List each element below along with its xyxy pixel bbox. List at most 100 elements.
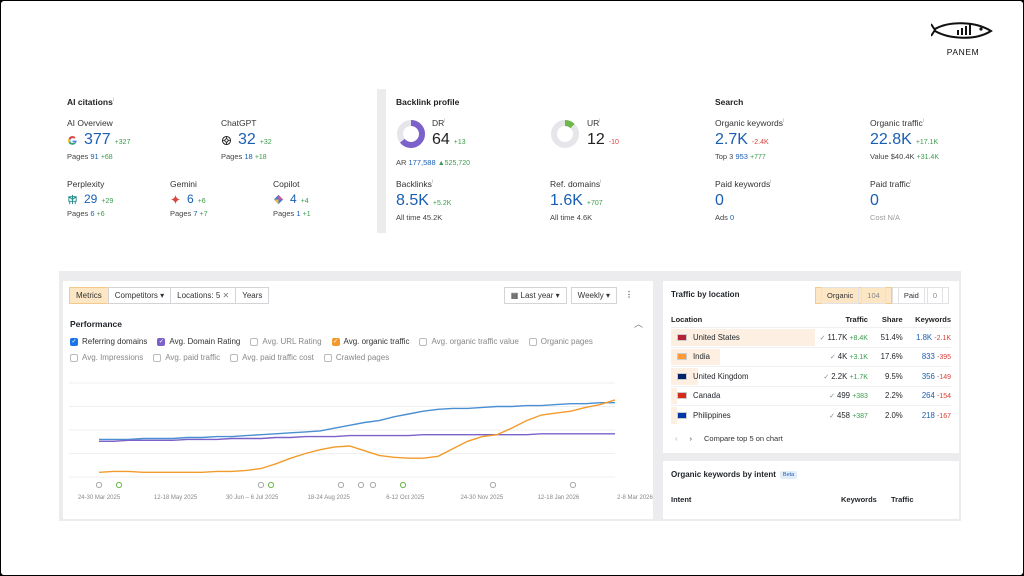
table-row[interactable]: United States ✓ 11.7K +8.4K 51.4% 1.8K -2.1K bbox=[671, 327, 951, 347]
copilot-pages[interactable]: 1 bbox=[296, 209, 301, 218]
metric-checkbox[interactable]: Avg. paid traffic bbox=[153, 353, 220, 362]
chevron-icon[interactable]: ✓ bbox=[829, 354, 836, 362]
more-icon[interactable]: ⋮ bbox=[625, 290, 633, 299]
organic-keywords-stat[interactable]: Organic keywordsi 2.7K -2.4K Top 3 953 +… bbox=[715, 118, 784, 161]
table-row[interactable]: Philippines ✓ 458 +387 2.0% 218 -167 bbox=[671, 405, 951, 425]
metric-checkbox[interactable]: ✓ Avg. organic traffic bbox=[331, 337, 409, 346]
tab-years[interactable]: Years bbox=[235, 287, 270, 304]
ar-row: AR 177,588 ▲525,720 bbox=[396, 158, 470, 167]
checkbox-row: Avg. Impressions Avg. paid traffic Avg. pa… bbox=[70, 353, 630, 362]
ai-citations-panel: AI citationsi AI Overview 377 +327 Pages… bbox=[59, 89, 375, 233]
metric-checkbox[interactable]: ✓ Avg. Domain Rating bbox=[157, 337, 240, 346]
close-icon[interactable]: ✕ bbox=[222, 291, 230, 300]
metric-checkbox[interactable]: Avg. paid traffic cost bbox=[230, 353, 314, 362]
col-keywords[interactable]: Keywords bbox=[915, 314, 952, 324]
checkbox-checked-icon: ✓ bbox=[70, 337, 78, 346]
gemini-stat[interactable]: Gemini 6 +6 Pages 7 +7 bbox=[170, 179, 208, 218]
series-line[interactable] bbox=[99, 402, 615, 441]
table-row[interactable]: United Kingdom ✓ 2.2K +1.7K 9.5% 356 -149 bbox=[671, 366, 951, 386]
ur-stat[interactable]: URi 12 -10 bbox=[587, 118, 619, 149]
gemini-pages[interactable]: 7 bbox=[193, 209, 198, 218]
chevron-up-icon[interactable]: ︿ bbox=[633, 319, 643, 329]
metric-checkbox[interactable]: Avg. Impressions bbox=[70, 353, 143, 362]
metric-checkbox[interactable]: Crawled pages bbox=[323, 353, 389, 362]
chevron-icon[interactable]: ✓ bbox=[819, 334, 826, 342]
perplexity-icon bbox=[68, 194, 77, 204]
next-icon[interactable]: › bbox=[689, 434, 693, 443]
perplexity-stat[interactable]: Perplexity 29 +29 Pages 6 +6 bbox=[67, 179, 113, 218]
location-name[interactable]: United Kingdom bbox=[693, 371, 749, 381]
metric-checkbox[interactable]: Avg. organic traffic value bbox=[419, 337, 519, 346]
ref-domains-stat[interactable]: Ref. domainsi 1.6K +707 All time 4.6K bbox=[550, 179, 603, 222]
paid-keywords-stat[interactable]: Paid keywordsi 0 Ads 0 bbox=[715, 179, 771, 222]
chevron-icon[interactable]: ✓ bbox=[829, 412, 835, 420]
tab-competitors[interactable]: Competitors ▾ bbox=[107, 287, 172, 304]
traffic-by-location-card: Traffic by location Organic 104 Paid 0 Loc… bbox=[663, 281, 959, 453]
pages-label: Pages bbox=[170, 209, 192, 218]
tab-organic[interactable]: Organic 104 bbox=[815, 287, 892, 304]
dr-stat[interactable]: DRi 64 +13 bbox=[432, 118, 466, 149]
location-name[interactable]: Canada bbox=[693, 391, 721, 401]
ai-overview-pages[interactable]: 91 bbox=[90, 152, 99, 161]
chatgpt-pages[interactable]: 18 bbox=[244, 152, 253, 161]
location-cell: United Kingdom bbox=[671, 367, 810, 386]
annotation-marker[interactable] bbox=[369, 481, 377, 489]
chevron-icon[interactable]: ✓ bbox=[823, 373, 830, 381]
annotation-marker[interactable] bbox=[115, 481, 123, 489]
metric-label: Avg. URL Rating bbox=[262, 337, 322, 346]
metric-checkbox[interactable]: Avg. URL Rating bbox=[250, 337, 322, 346]
organic-traffic-stat[interactable]: Organic traffici 22.8K +17.1K Value $40.… bbox=[870, 118, 939, 161]
annotation-marker[interactable] bbox=[399, 481, 407, 489]
pages-label: Pages bbox=[221, 152, 243, 161]
col-traffic[interactable]: Traffic bbox=[845, 314, 868, 324]
beta-badge: Beta bbox=[779, 470, 798, 479]
top3-delta: +777 bbox=[750, 154, 766, 161]
chatgpt-stat[interactable]: ChatGPT 32 +32 Pages 18 +18 bbox=[221, 118, 272, 161]
copilot-stat[interactable]: Copilot 4 +4 Pages 1 +1 bbox=[273, 179, 311, 218]
ai-overview-pages-delta: +68 bbox=[100, 154, 113, 161]
prev-icon[interactable]: ‹ bbox=[675, 434, 678, 443]
col-location[interactable]: Location bbox=[671, 314, 703, 324]
table-row[interactable]: India ✓ 4K +3.1K 17.6% 833 -395 bbox=[671, 346, 951, 367]
period-dropdown[interactable]: ▦ Last year ▾ bbox=[503, 287, 567, 304]
annotation-marker[interactable] bbox=[489, 481, 497, 489]
location-name[interactable]: India bbox=[693, 352, 710, 362]
compare-link[interactable]: Compare top 5 on chart bbox=[704, 434, 783, 443]
share-bar bbox=[671, 329, 815, 346]
table-row[interactable]: Canada ✓ 499 +383 2.2% 264 -154 bbox=[671, 385, 951, 406]
series-line[interactable] bbox=[98, 399, 616, 474]
annotation-marker[interactable] bbox=[95, 481, 103, 489]
backlinks-stat[interactable]: Backlinksi 8.5K +5.2K All time 45.2K bbox=[396, 179, 451, 222]
ads-label: Ads bbox=[715, 213, 728, 222]
ai-overview-stat[interactable]: AI Overview 377 +327 Pages 91 +68 bbox=[67, 118, 130, 161]
tab-locations[interactable]: Locations: 5 ✕ bbox=[170, 287, 237, 304]
metric-checkbox[interactable]: ✓ Referring domains bbox=[70, 337, 147, 346]
col-share[interactable]: Share bbox=[881, 314, 903, 324]
perplexity-label: Perplexity bbox=[67, 179, 105, 189]
annotation-marker[interactable] bbox=[257, 481, 265, 489]
col-intent[interactable]: Intent bbox=[671, 495, 692, 504]
x-tick-label: 24-30 Mar 2025 bbox=[78, 495, 121, 501]
location-name[interactable]: United States bbox=[693, 332, 740, 342]
performance-chart[interactable]: 24-30 Mar 2025 12-18 May 2025 30 Jun – 6 J… bbox=[63, 377, 653, 519]
perplexity-pages[interactable]: 6 bbox=[90, 209, 95, 218]
paid-traffic-stat[interactable]: Paid traffici 0 Cost N/A bbox=[870, 179, 911, 222]
ar-value[interactable]: 177,588 bbox=[408, 158, 436, 167]
tab-metrics[interactable]: Metrics bbox=[69, 287, 109, 304]
tab-paid[interactable]: Paid 0 bbox=[891, 287, 949, 304]
chevron-icon[interactable]: ✓ bbox=[829, 393, 835, 401]
interval-dropdown[interactable]: Weekly ▾ bbox=[570, 287, 617, 304]
top3-value[interactable]: 953 bbox=[735, 152, 748, 161]
col-keywords[interactable]: Keywords bbox=[841, 495, 877, 504]
x-tick-label: 6-12 Oct 2025 bbox=[386, 495, 425, 501]
metric-checkbox[interactable]: Organic pages bbox=[528, 337, 593, 346]
ads-value[interactable]: 0 bbox=[730, 213, 735, 222]
col-traffic[interactable]: Traffic bbox=[891, 495, 914, 504]
keywords-cell: 1.8K -2.1K bbox=[916, 332, 952, 342]
annotation-marker[interactable] bbox=[357, 481, 365, 489]
annotation-marker[interactable] bbox=[569, 481, 577, 489]
annotation-marker[interactable] bbox=[267, 481, 275, 489]
location-name[interactable]: Philippines bbox=[693, 410, 731, 420]
annotation-marker[interactable] bbox=[337, 481, 345, 489]
series-line[interactable] bbox=[99, 433, 615, 443]
